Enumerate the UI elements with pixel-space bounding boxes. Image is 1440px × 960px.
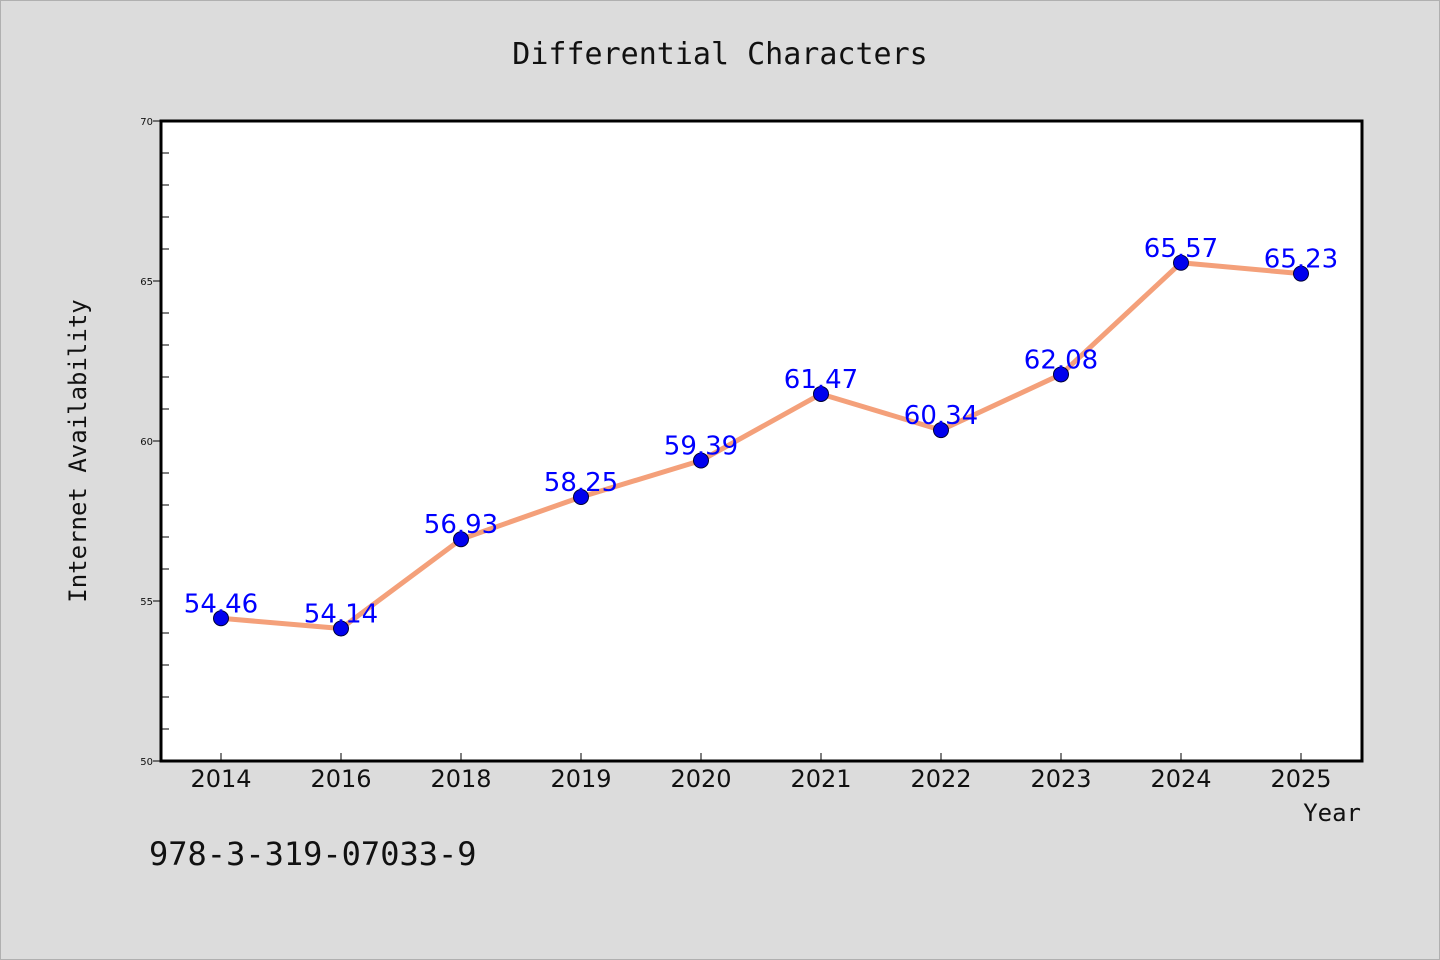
- data-point: [453, 531, 469, 548]
- plot-area: [159, 119, 1364, 763]
- y-axis-label: Internet Availability: [64, 299, 92, 602]
- data-label: 56.93: [424, 510, 498, 540]
- series-line: [220, 260, 1302, 632]
- y-axis-ticks: 50 55 60 65 70: [140, 117, 169, 768]
- x-tick-label: 2023: [1030, 765, 1091, 793]
- x-tick-label: 2021: [790, 765, 851, 793]
- y-tick-label: 50: [140, 757, 153, 768]
- data-point: [213, 610, 229, 627]
- x-tick-label: 2018: [430, 765, 491, 793]
- x-tick-label: 2019: [550, 765, 611, 793]
- data-label: 54.46: [184, 589, 258, 619]
- chart-title: Differential Characters: [512, 37, 927, 72]
- x-tick-label: 2014: [190, 765, 251, 793]
- data-point: [813, 385, 829, 402]
- x-tick-label: 2025: [1270, 765, 1331, 793]
- y-tick-label: 65: [140, 277, 153, 288]
- data-label: 58.25: [544, 468, 618, 498]
- data-label: 65.23: [1264, 245, 1338, 275]
- x-tick-label: 2022: [910, 765, 971, 793]
- x-tick-label: 2016: [310, 765, 371, 793]
- data-label: 54.14: [304, 600, 378, 630]
- x-axis-ticks: 2014 2016 2018 2019 2020 2021 2022 2023 2024 2025: [190, 753, 1332, 793]
- data-label: 59.39: [664, 432, 738, 462]
- data-point: [1293, 265, 1309, 282]
- data-point: [573, 489, 589, 505]
- data-label: 65.57: [1144, 234, 1218, 264]
- data-label: 62.08: [1024, 345, 1098, 375]
- data-label: 61.47: [784, 365, 858, 395]
- data-point: [693, 452, 709, 469]
- y-tick-label: 60: [140, 437, 153, 448]
- series-layer: 54.46 54.14 56.93 58.25 59.39 61.47 60.34 62.08…: [184, 234, 1338, 637]
- x-tick-label: 2020: [670, 765, 731, 793]
- data-point: [1173, 254, 1189, 271]
- data-point: [1053, 366, 1069, 383]
- x-tick-label: 2024: [1150, 765, 1211, 793]
- data-label: 60.34: [904, 401, 978, 431]
- data-point: [933, 422, 949, 439]
- y-tick-label: 55: [140, 597, 153, 608]
- isbn-text: 978-3-319-07033-9: [149, 835, 477, 873]
- data-point: [333, 620, 349, 637]
- x-axis-label: Year: [1303, 799, 1361, 827]
- y-tick-label: 70: [140, 117, 153, 128]
